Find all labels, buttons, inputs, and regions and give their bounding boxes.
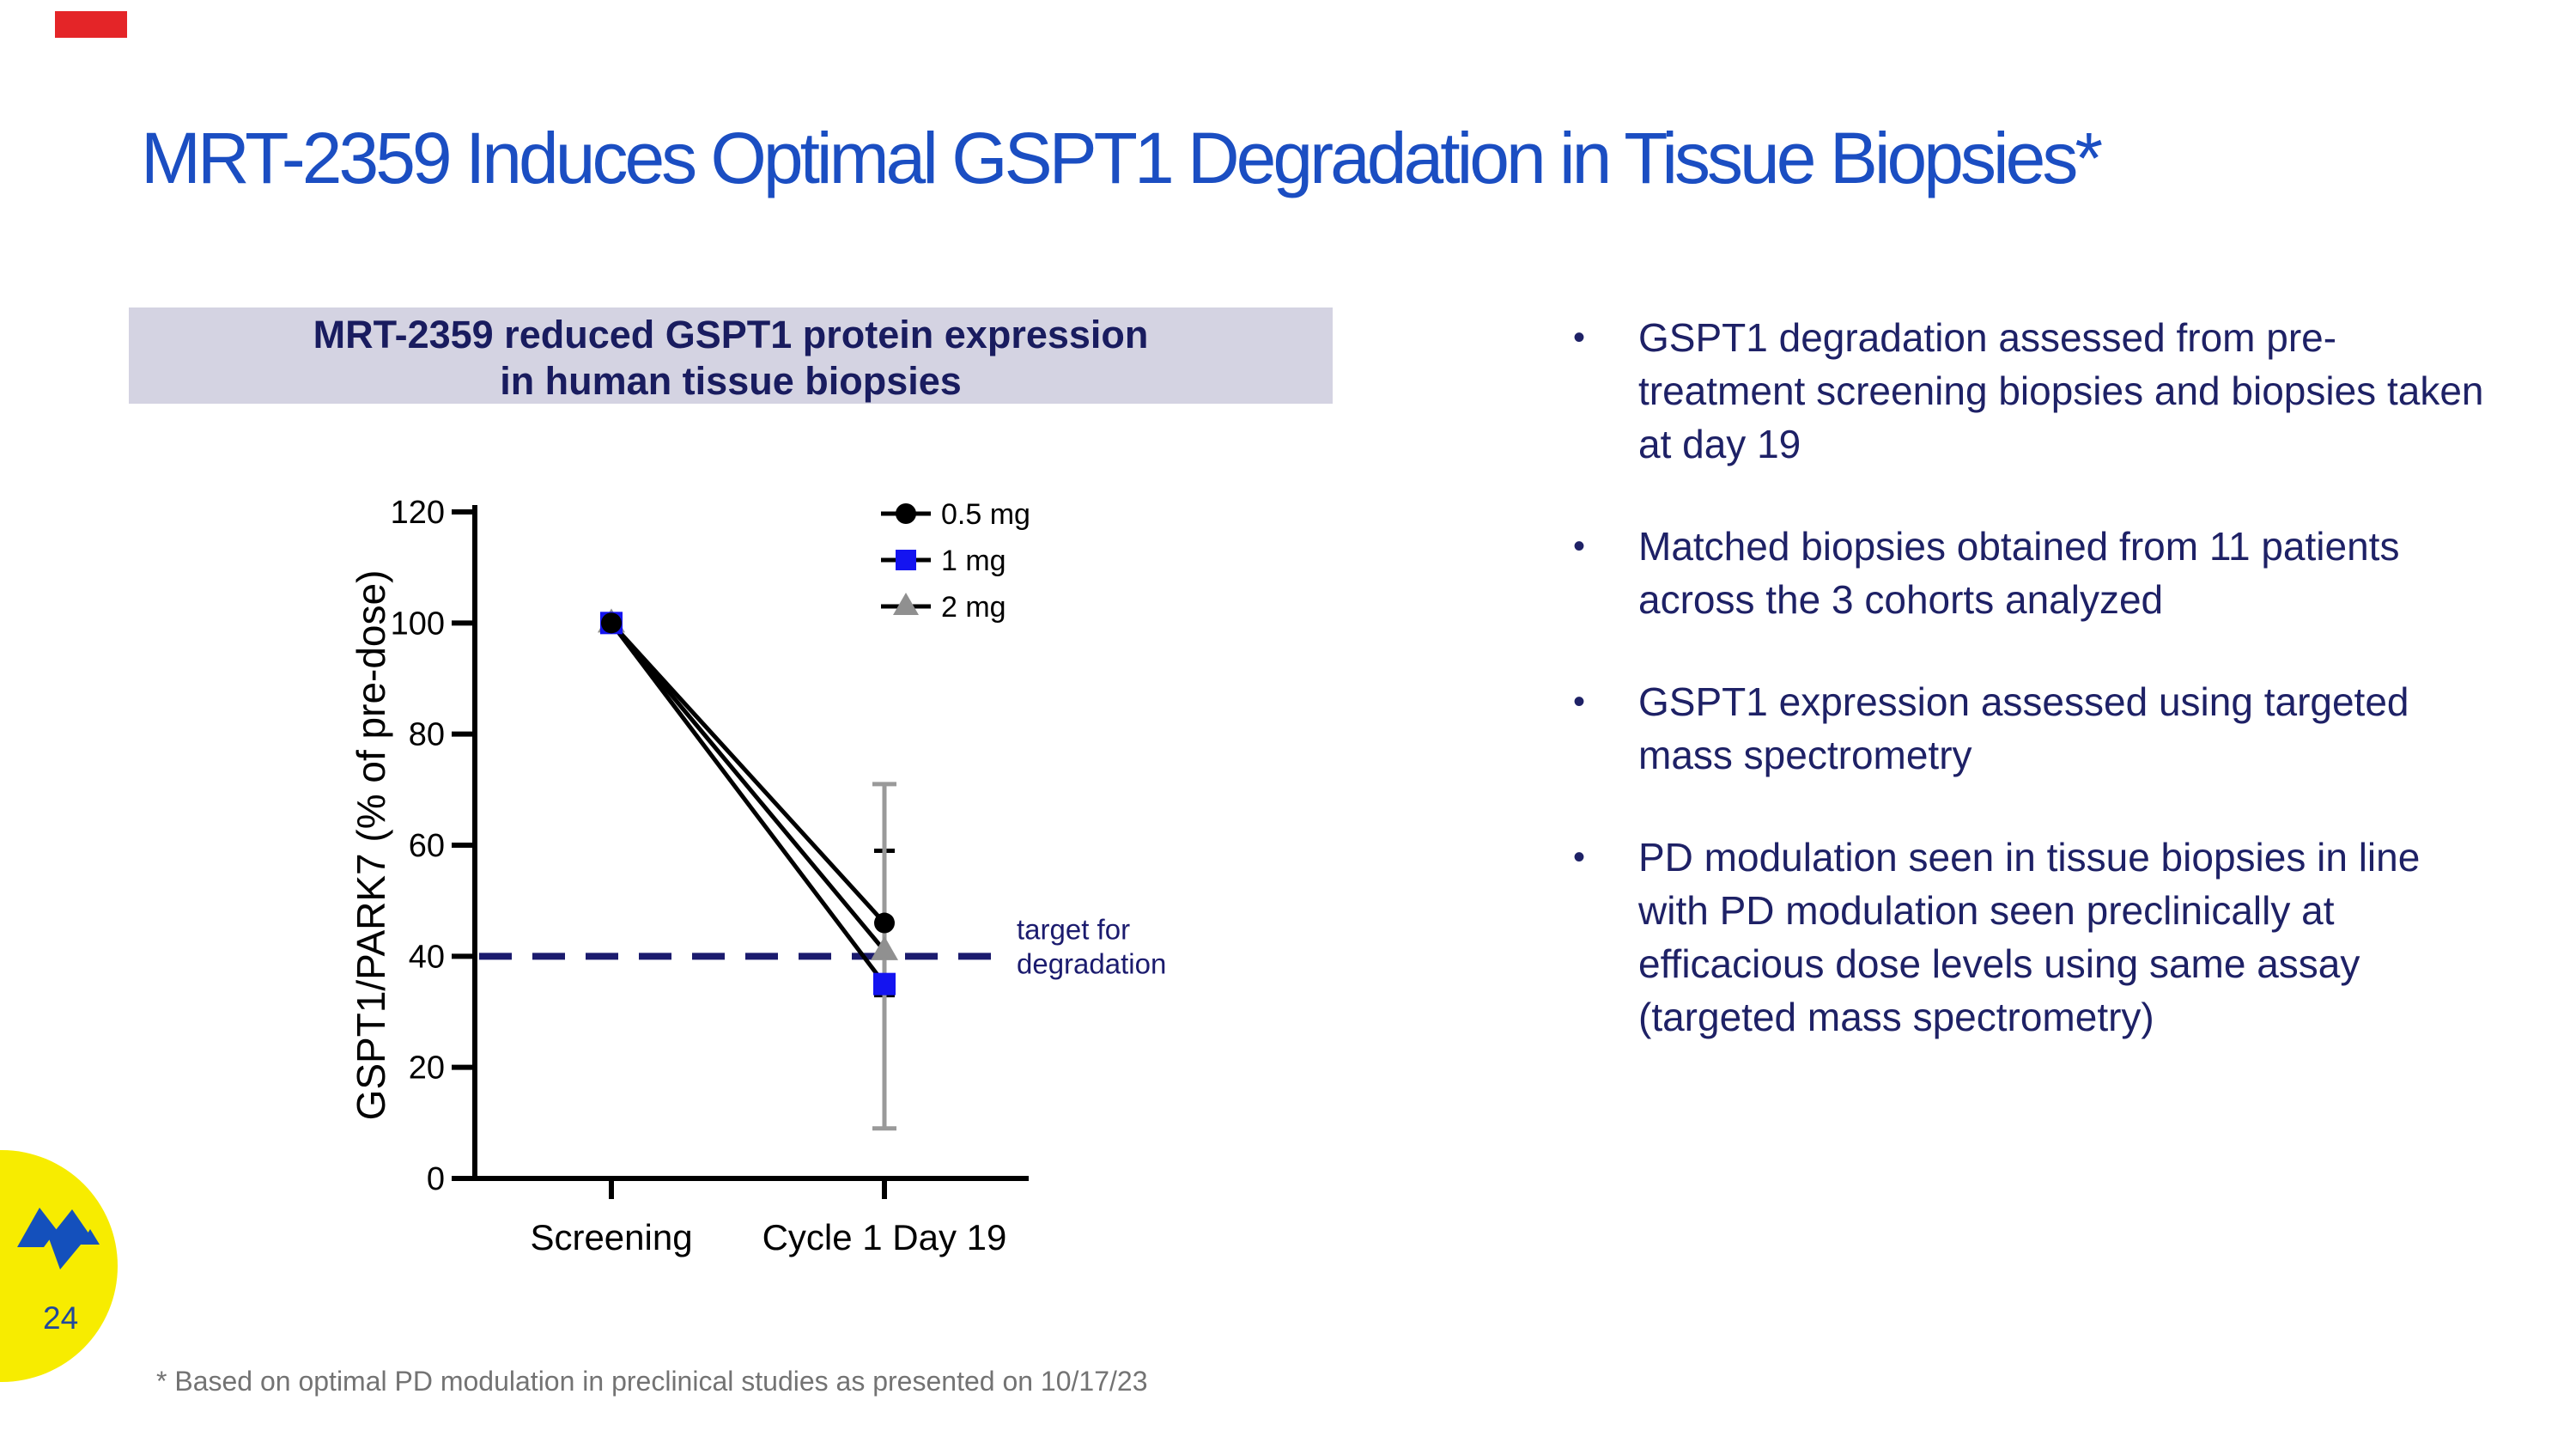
- bullet-text: GSPT1 expression assessed using targeted…: [1638, 679, 2409, 777]
- bullet-item: • Matched biopsies obtained from 11 patie…: [1573, 520, 2500, 626]
- y-tick-label: 80: [409, 717, 445, 753]
- target-label-line1: target for: [1017, 913, 1130, 945]
- series-line-1mg: [610, 621, 886, 986]
- bullet-text: Matched biopsies obtained from 11 patien…: [1638, 524, 2400, 622]
- accent-bar: [55, 11, 127, 38]
- x-category-label: Screening: [530, 1217, 692, 1257]
- logo-circle: [0, 1150, 118, 1382]
- company-logo: 24: [0, 1150, 118, 1382]
- logo-peak-middle: [49, 1209, 89, 1269]
- marker-circle: [874, 912, 895, 934]
- footnote: * Based on optimal PD modulation in prec…: [156, 1366, 1148, 1397]
- logo-peak-left: [17, 1208, 57, 1247]
- logo-peak-right: [81, 1229, 100, 1245]
- y-tick-label: 0: [427, 1161, 445, 1197]
- y-tick-label: 40: [409, 939, 445, 975]
- y-tick-label: 60: [409, 828, 445, 864]
- y-tick-label: 120: [391, 495, 445, 531]
- bullet-dot-icon: •: [1573, 319, 1586, 356]
- marker-triangle: [893, 593, 919, 615]
- legend-label: 2 mg: [941, 591, 1006, 624]
- bullet-item: • GSPT1 degradation assessed from pre-tre…: [1573, 311, 2500, 471]
- bullet-dot-icon: •: [1573, 683, 1586, 721]
- mountain-logo-icon: [17, 1208, 100, 1269]
- bullet-text: PD modulation seen in tissue biopsies in…: [1638, 835, 2421, 1039]
- bullet-list: • GSPT1 degradation assessed from pre-tre…: [1573, 311, 2500, 1093]
- legend-label: 0.5 mg: [941, 498, 1030, 531]
- series-line-0.5mg: [610, 621, 886, 925]
- marker-triangle: [871, 935, 898, 960]
- chart-header-band: MRT-2359 reduced GSPT1 protein expressio…: [129, 307, 1333, 404]
- x-category-label: Cycle 1 Day 19: [762, 1217, 1007, 1257]
- marker-square: [896, 550, 916, 570]
- y-tick-label: 20: [409, 1050, 445, 1087]
- chart-header-line2: in human tissue biopsies: [500, 359, 962, 403]
- chart-header-line1: MRT-2359 reduced GSPT1 protein expressio…: [313, 313, 1149, 356]
- bullet-item: • PD modulation seen in tissue biopsies i…: [1573, 831, 2500, 1044]
- marker-circle: [896, 503, 916, 524]
- bullet-dot-icon: •: [1573, 527, 1586, 565]
- y-tick-label: 100: [391, 606, 445, 642]
- y-axis-label: GSPT1/PARK7 (% of pre-dose): [349, 570, 393, 1121]
- bullet-item: • GSPT1 expression assessed using targete…: [1573, 675, 2500, 782]
- target-label-line2: degradation: [1017, 947, 1166, 979]
- page-title: MRT-2359 Induces Optimal GSPT1 Degradati…: [141, 118, 2103, 199]
- legend-label: 1 mg: [941, 545, 1006, 577]
- marker-square: [873, 972, 896, 995]
- series-line-2mg: [610, 621, 886, 953]
- marker-circle: [601, 612, 622, 634]
- bullet-text: GSPT1 degradation assessed from pre-trea…: [1638, 315, 2484, 466]
- bullet-dot-icon: •: [1573, 838, 1586, 876]
- page-number: 24: [43, 1300, 78, 1336]
